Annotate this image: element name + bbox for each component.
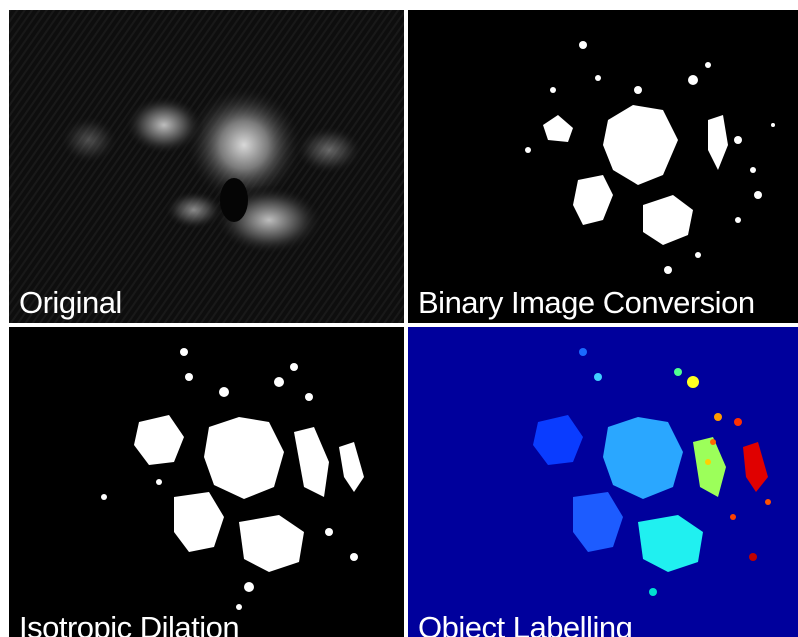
binary-panel: Binary Image Conversion bbox=[408, 10, 798, 323]
labelling-panel: Object Labelling bbox=[408, 327, 798, 637]
binary-image bbox=[525, 41, 775, 274]
original-panel: Original bbox=[9, 10, 404, 323]
binary-caption: Binary Image Conversion bbox=[418, 285, 755, 320]
labelling-caption: Object Labelling bbox=[418, 610, 633, 637]
dilation-caption: Isotropic Dilation bbox=[19, 610, 240, 637]
dilation-image bbox=[101, 348, 364, 610]
original-image bbox=[9, 10, 404, 323]
labelling-image bbox=[533, 348, 771, 596]
original-caption: Original bbox=[19, 285, 122, 320]
image-grid: Original Binary Image Conversion bbox=[9, 10, 798, 637]
dilation-panel: Isotropic Dilation bbox=[9, 327, 404, 637]
